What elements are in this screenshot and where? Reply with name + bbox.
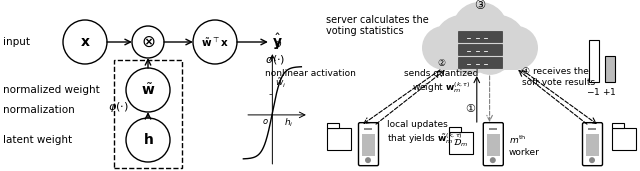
Bar [612, 123, 624, 128]
Text: $\mathcal{D}_m$: $\mathcal{D}_m$ [453, 137, 468, 149]
Circle shape [448, 31, 492, 75]
Bar [327, 128, 351, 150]
Text: $h_i$: $h_i$ [284, 117, 293, 129]
Text: $\tilde{\mathbf{w}}^\top\mathbf{x}$: $\tilde{\mathbf{w}}^\top\mathbf{x}$ [201, 35, 229, 49]
Text: local updates
that yields $\tilde{\mathbf{w}}_m^{(k,\tau)}$: local updates that yields $\tilde{\mathb… [387, 120, 463, 146]
Circle shape [126, 68, 170, 112]
Text: $\tilde{w}_i$: $\tilde{w}_i$ [275, 77, 287, 90]
Text: normalization: normalization [3, 105, 75, 115]
Text: $\hat{\mathbf{y}}$: $\hat{\mathbf{y}}$ [272, 32, 283, 52]
Text: $o$: $o$ [262, 117, 268, 126]
Bar [605, 56, 614, 82]
Circle shape [452, 2, 508, 58]
Text: latent weight: latent weight [3, 135, 72, 145]
Bar [458, 44, 502, 55]
Circle shape [589, 157, 595, 163]
Circle shape [63, 20, 107, 64]
Text: input: input [3, 37, 30, 47]
Text: ④ receives the
soft vote results: ④ receives the soft vote results [522, 67, 595, 87]
Text: ③: ③ [474, 0, 486, 12]
Text: $\tilde{\mathbf{w}}$: $\tilde{\mathbf{w}}$ [141, 82, 155, 98]
Bar [362, 134, 375, 156]
Text: server calculates the
voting statistics: server calculates the voting statistics [326, 15, 429, 36]
Text: $\varphi$: $\varphi$ [275, 39, 283, 51]
Text: nonlinear activation: nonlinear activation [265, 69, 356, 78]
Bar [327, 123, 339, 128]
Circle shape [494, 26, 538, 70]
Circle shape [193, 20, 237, 64]
Text: $m^{\mathrm{th}}$
worker: $m^{\mathrm{th}}$ worker [509, 134, 540, 157]
Bar [458, 57, 502, 68]
Bar [612, 128, 636, 150]
FancyBboxPatch shape [582, 123, 602, 166]
Circle shape [132, 26, 164, 58]
Bar [487, 134, 500, 156]
Bar [449, 127, 461, 132]
Text: $\otimes$: $\otimes$ [141, 33, 156, 51]
Circle shape [468, 31, 512, 75]
Circle shape [490, 157, 496, 163]
Text: $\mathbf{h}$: $\mathbf{h}$ [143, 133, 154, 148]
Bar [489, 128, 497, 130]
Circle shape [365, 157, 371, 163]
Text: $\mathbf{x}$: $\mathbf{x}$ [79, 35, 90, 49]
Bar [364, 128, 372, 130]
Bar [588, 128, 596, 130]
FancyBboxPatch shape [358, 123, 378, 166]
FancyBboxPatch shape [483, 123, 503, 166]
Bar [442, 48, 518, 70]
Bar [114, 60, 182, 168]
Text: $\varphi(\cdot)$: $\varphi(\cdot)$ [108, 100, 129, 114]
Circle shape [434, 15, 490, 71]
Text: ②
sends quantized
weight $\mathbf{w}_m^{(k,\tau)}$: ② sends quantized weight $\mathbf{w}_m^{… [404, 59, 479, 95]
Bar [589, 40, 598, 82]
Text: $+1$: $+1$ [602, 86, 617, 97]
Bar [449, 132, 473, 154]
Circle shape [422, 26, 466, 70]
Text: $-1$: $-1$ [586, 86, 601, 97]
Circle shape [470, 15, 526, 71]
Text: ①: ① [465, 104, 476, 114]
Bar [458, 31, 502, 42]
Text: $\sigma(\cdot)$: $\sigma(\cdot)$ [265, 54, 285, 67]
Bar [586, 134, 599, 156]
Text: normalized weight: normalized weight [3, 85, 100, 95]
Circle shape [126, 118, 170, 162]
